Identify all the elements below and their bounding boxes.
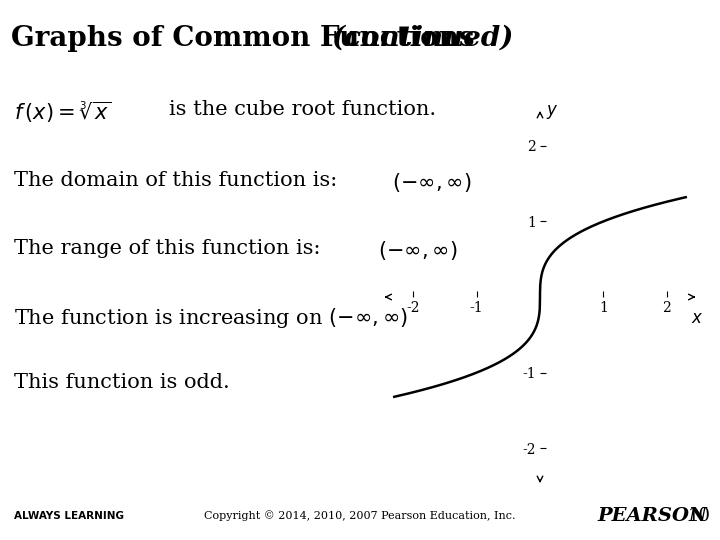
Text: is the cube root function.: is the cube root function.: [169, 100, 436, 119]
Text: PEARSON: PEARSON: [598, 507, 708, 525]
Text: $f\,(x)=\sqrt[3]{x}$: $f\,(x)=\sqrt[3]{x}$: [14, 100, 112, 125]
Text: Graphs of Common Functions: Graphs of Common Functions: [11, 25, 484, 52]
Text: 10: 10: [688, 507, 711, 525]
Text: ALWAYS LEARNING: ALWAYS LEARNING: [14, 511, 125, 521]
Text: $(-\infty,\infty)$: $(-\infty,\infty)$: [378, 239, 457, 262]
Text: This function is odd.: This function is odd.: [14, 374, 230, 393]
Text: The range of this function is:: The range of this function is:: [14, 239, 321, 258]
Text: The function is increasing on $(-\infty,\infty)$: The function is increasing on $(-\infty,…: [14, 306, 408, 330]
Text: $y$: $y$: [546, 103, 559, 121]
Text: $(-\infty,\infty)$: $(-\infty,\infty)$: [392, 171, 472, 194]
Text: Copyright © 2014, 2010, 2007 Pearson Education, Inc.: Copyright © 2014, 2010, 2007 Pearson Edu…: [204, 510, 516, 521]
Text: $x$: $x$: [691, 310, 703, 327]
Text: The domain of this function is:: The domain of this function is:: [14, 171, 338, 190]
Text: (continued): (continued): [331, 25, 513, 52]
